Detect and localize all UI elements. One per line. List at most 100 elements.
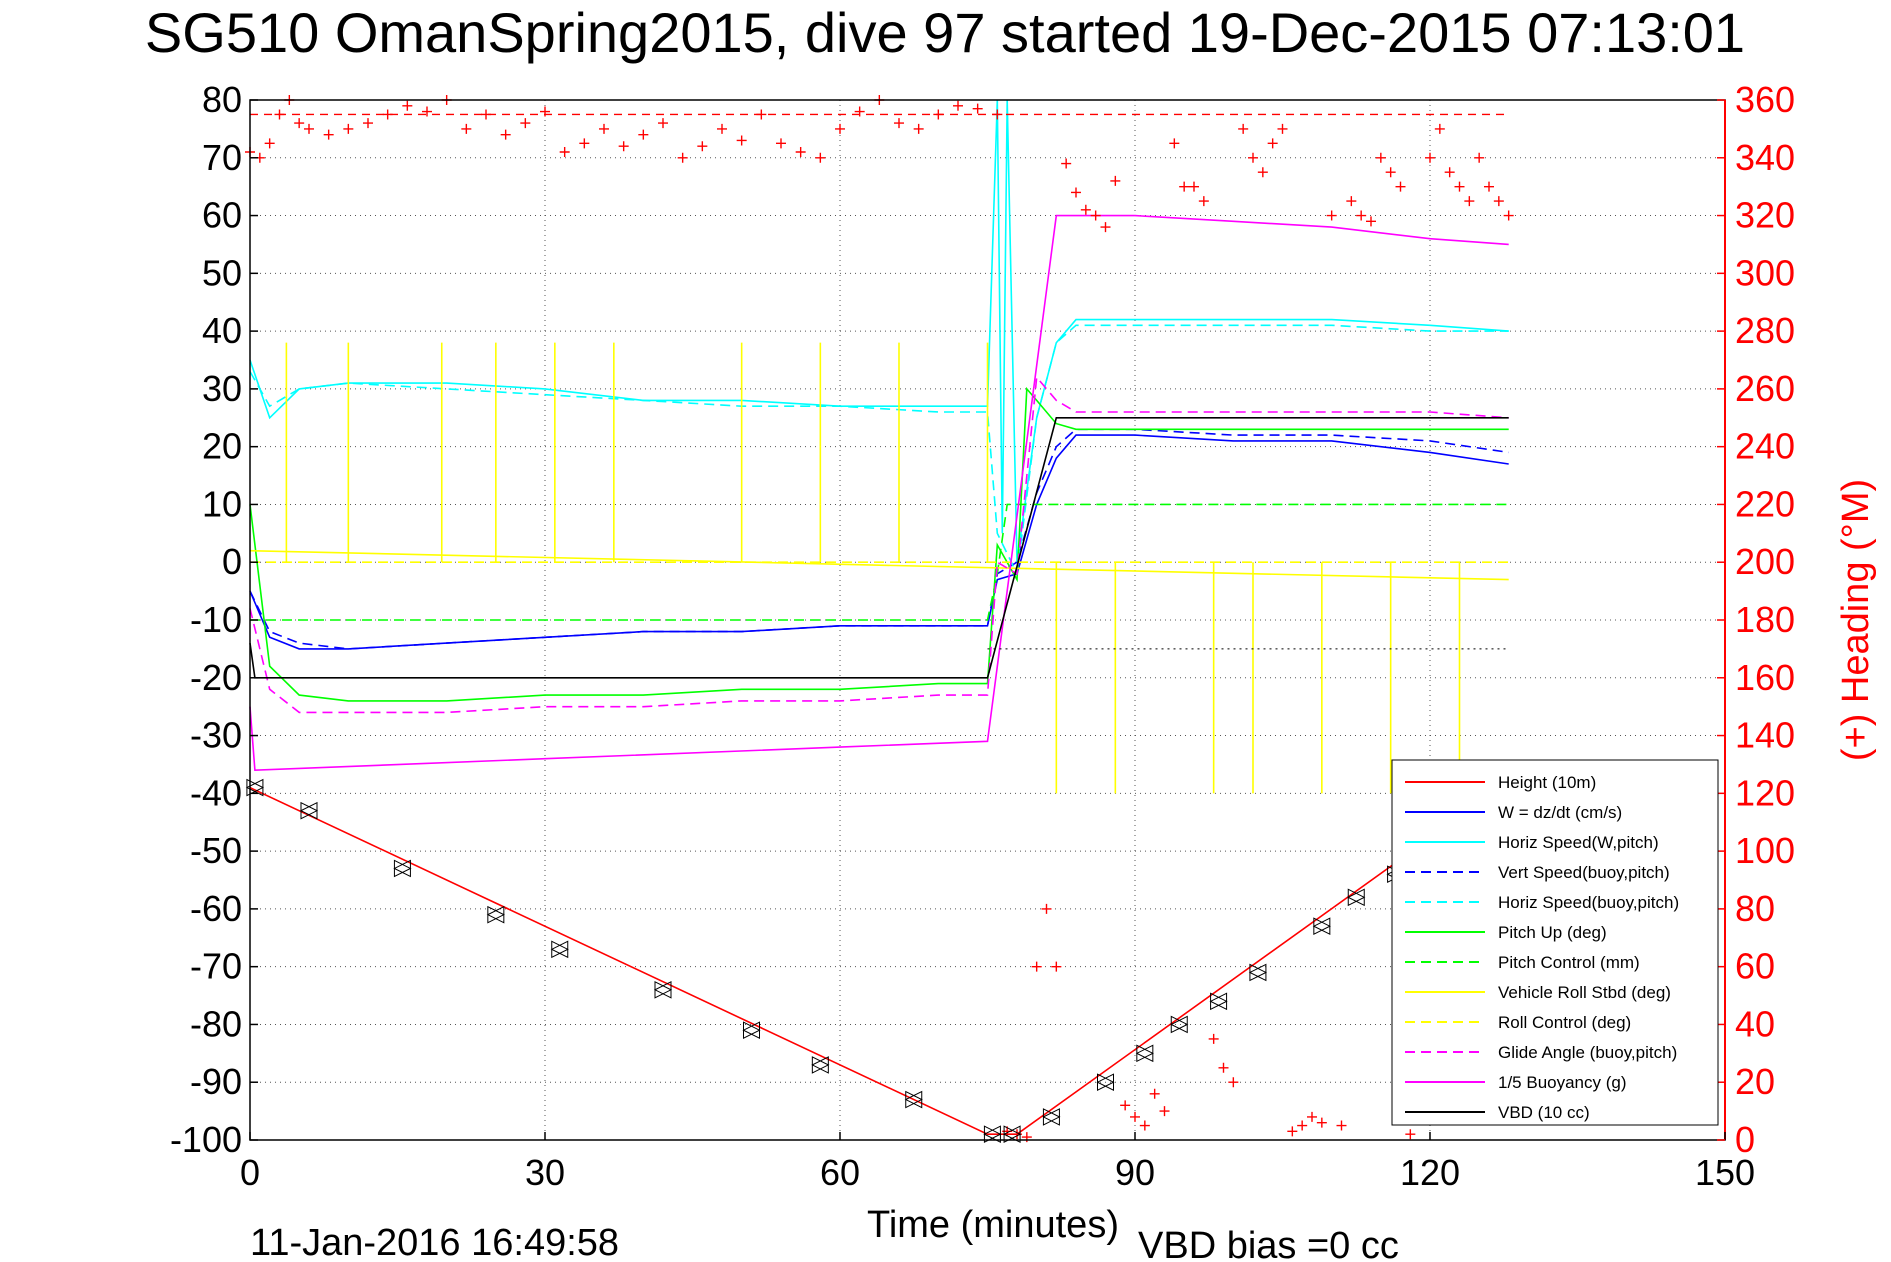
y-right-tick-label: 280 [1735, 310, 1795, 351]
y-tick-label: -30 [190, 715, 242, 756]
depth-marker [742, 1021, 761, 1040]
heading-point [559, 147, 570, 157]
heading-point [1169, 138, 1180, 149]
heading-point [1051, 961, 1062, 972]
legend-label-9: Glide Angle (buoy,pitch) [1498, 1043, 1677, 1062]
heading-point [304, 123, 314, 134]
date-label: 11-Jan-2016 16:49:58 [250, 1222, 619, 1262]
heading-point [992, 109, 1003, 120]
heading-point [1444, 167, 1455, 178]
heading-point [500, 129, 511, 140]
heading-point [894, 118, 904, 129]
heading-point [1425, 152, 1435, 163]
depth-marker [1248, 963, 1268, 982]
legend-label-11: VBD (10 cc) [1498, 1103, 1590, 1122]
y-right-tick-label: 160 [1735, 657, 1795, 698]
y-right-tick-label: 120 [1735, 772, 1795, 813]
heading-point [1356, 210, 1367, 221]
y-tick-label: 60 [202, 195, 242, 236]
y-right-tick-label: 220 [1735, 483, 1795, 524]
y-right-tick-label: 140 [1735, 715, 1795, 756]
heading-point [1267, 138, 1278, 149]
heading-point [274, 109, 285, 120]
y-tick-label: 70 [202, 137, 242, 178]
heading-point [658, 118, 668, 129]
x-tick-label: 60 [820, 1152, 860, 1193]
heading-point [1503, 210, 1514, 221]
x-axis-ticks: 0 30 60 90 120 150 [240, 1132, 1755, 1193]
heading-point [795, 147, 806, 157]
y-tick-label: 0 [222, 541, 242, 582]
heading-point [540, 106, 550, 117]
depth-marker [653, 980, 673, 999]
heading-point [1149, 1088, 1160, 1099]
legend-label-6: Pitch Control (mm) [1498, 953, 1640, 972]
y-right-tick-label: 240 [1735, 426, 1795, 467]
heading-point [1464, 196, 1475, 207]
y-right-tick-label: 200 [1735, 541, 1795, 582]
y-right-tick-label: 320 [1735, 195, 1795, 236]
heading-point [461, 123, 472, 134]
y-axis-ticks-right: 3603403203002802602402202001801601401201… [1717, 79, 1795, 1160]
legend-label-2: Horiz Speed(W,pitch) [1498, 833, 1659, 852]
depth-marker [1135, 1044, 1154, 1063]
heading-point [1395, 181, 1406, 192]
legend-label-0: Height (10m) [1498, 773, 1596, 792]
depth-marker [983, 1125, 1002, 1144]
heading-point [1179, 181, 1190, 192]
heading-point [402, 100, 413, 111]
legend-label-8: Roll Control (deg) [1498, 1013, 1631, 1032]
depth-marker [1002, 1125, 1022, 1144]
heading-point [579, 138, 590, 149]
heading-point [1493, 196, 1504, 207]
heading-point [1257, 167, 1268, 178]
heading-point [677, 152, 688, 163]
legend-label-1: W = dz/dt (cm/s) [1498, 803, 1622, 822]
heading-point [520, 118, 531, 129]
series-line-9 [249, 375, 1509, 714]
y-right-tick-label: 100 [1735, 830, 1795, 871]
y-tick-label: 80 [202, 79, 242, 120]
heading-point [815, 152, 826, 163]
depth-marker [904, 1090, 923, 1109]
heading-point [1080, 204, 1091, 215]
heading-point [1031, 961, 1042, 972]
heading-point [1090, 210, 1101, 221]
depth-marker [811, 1056, 830, 1074]
y-right-tick-label: 0 [1735, 1119, 1755, 1160]
x-tick-label: 90 [1115, 1152, 1155, 1193]
heading-point [1248, 152, 1258, 163]
heading-point [1189, 181, 1199, 192]
y-tick-label: -80 [190, 1003, 242, 1044]
heading-point [1405, 1129, 1416, 1140]
depth-marker [550, 940, 569, 959]
legend-label-10: 1/5 Buoyancy (g) [1498, 1073, 1627, 1092]
heading-point [1326, 210, 1337, 221]
y-right-tick-label: 180 [1735, 599, 1795, 640]
heading-point [1484, 181, 1494, 192]
heading-point [618, 141, 629, 152]
heading-point [1218, 1062, 1229, 1073]
y-right-tick-label: 300 [1735, 252, 1795, 293]
heading-point [913, 123, 924, 134]
y-tick-label: 40 [202, 310, 242, 351]
heading-point [1228, 1077, 1239, 1088]
depth-marker [1312, 917, 1331, 936]
vbd-bias-label: VBD bias =0 cc [1138, 1225, 1399, 1262]
depth-marker [486, 905, 505, 924]
series-line-6 [250, 503, 1509, 621]
y-tick-label: 30 [202, 368, 242, 409]
heading-point [736, 135, 747, 146]
legend-label-5: Pitch Up (deg) [1498, 923, 1607, 942]
y-right-tick-label: 20 [1735, 1061, 1775, 1102]
depth-marker [1347, 888, 1366, 907]
y-axis-ticks-left: 80 70 60 50 40 30 20 10 0 -10 -20 -30 -40 -50 -60 -70 -8… [170, 79, 258, 1160]
heading-point [854, 106, 865, 117]
y-tick-label: 10 [202, 483, 242, 524]
heading-point [1474, 152, 1485, 163]
y-tick-label: -40 [190, 772, 242, 813]
heading-point [1316, 1117, 1327, 1128]
heading-point [638, 129, 649, 140]
depth-marker [299, 801, 319, 820]
heading-point [422, 106, 432, 117]
